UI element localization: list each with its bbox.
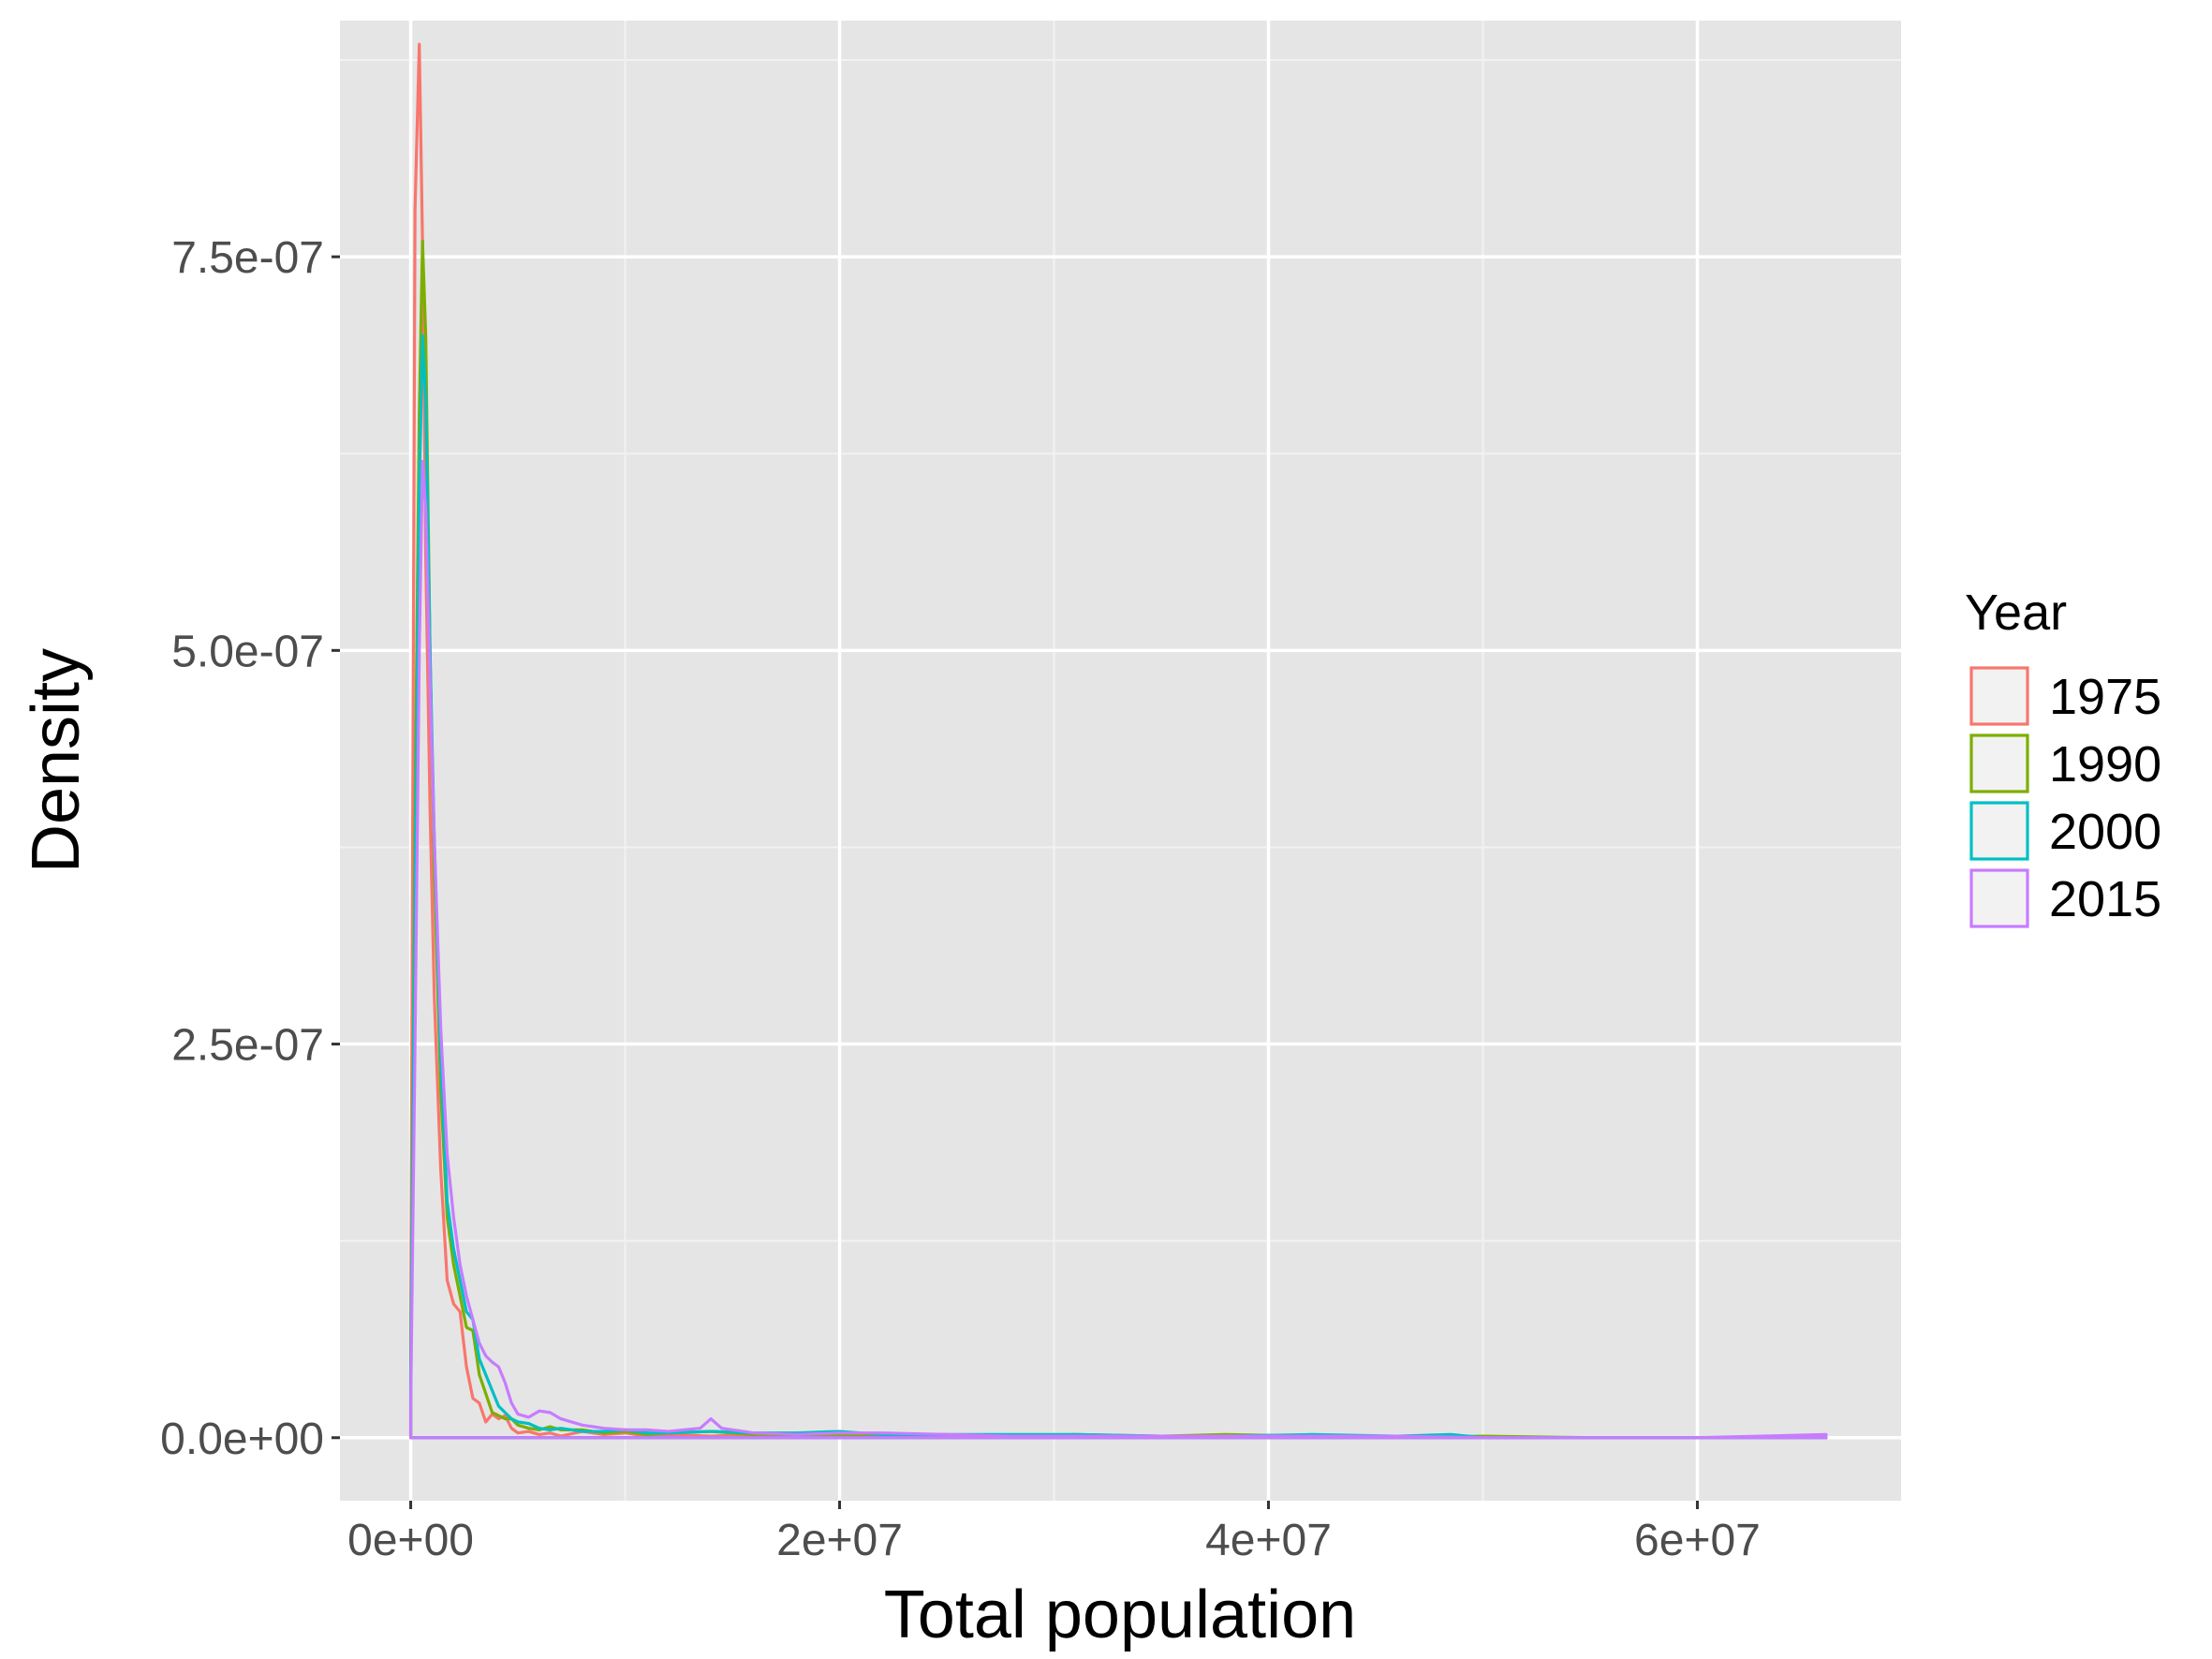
legend-key-1990 <box>1969 733 2029 793</box>
y-tick-label-1: 2.5e-07 <box>171 1021 324 1071</box>
legend-label-1975: 1975 <box>2049 669 2161 725</box>
y-axis-title: Density <box>19 648 94 873</box>
legend-key-1975 <box>1969 666 2029 726</box>
x-axis: 0e+00 2e+07 4e+07 6e+07 <box>347 1501 1761 1565</box>
x-tick-label-0: 0e+00 <box>347 1516 474 1565</box>
y-tick-label-3: 7.5e-07 <box>171 233 324 283</box>
legend: Year 1975 1990 2000 2015 <box>1965 585 2161 928</box>
legend-label-2000: 2000 <box>2049 804 2161 860</box>
y-axis: 0.0e+00 2.5e-07 5.0e-07 7.5e-07 <box>160 233 340 1464</box>
density-curves <box>408 42 1828 1440</box>
minor-gridlines <box>340 21 1901 1501</box>
legend-label-2015: 2015 <box>2049 871 2161 927</box>
legend-title: Year <box>1965 585 2067 641</box>
x-axis-title: Total population <box>884 1578 1356 1652</box>
x-tick-label-3: 6e+07 <box>1634 1516 1761 1565</box>
y-tick-label-0: 0.0e+00 <box>160 1415 324 1464</box>
plot-panel <box>340 21 1901 1501</box>
legend-key-2015 <box>1969 868 2029 928</box>
x-tick-label-1: 2e+07 <box>776 1516 903 1565</box>
legend-key-2000 <box>1969 801 2029 861</box>
legend-label-1990: 1990 <box>2049 736 2161 792</box>
density-curve-2015 <box>408 460 1828 1440</box>
x-tick-label-2: 4e+07 <box>1205 1516 1332 1565</box>
y-tick-label-2: 5.0e-07 <box>171 627 324 676</box>
